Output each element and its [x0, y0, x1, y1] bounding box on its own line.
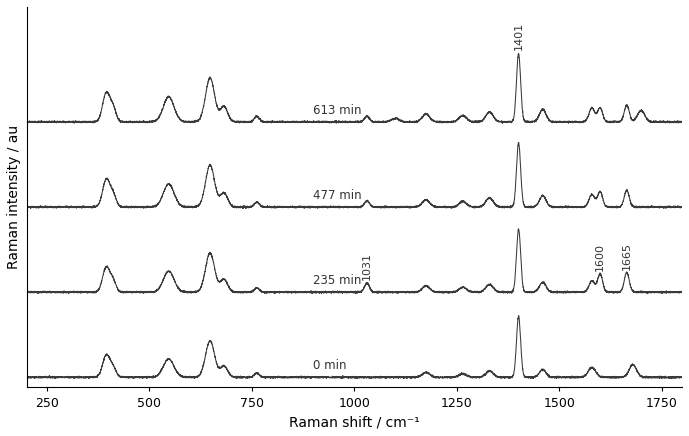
Text: 1600: 1600 — [595, 243, 605, 272]
Text: 1665: 1665 — [621, 242, 632, 270]
Text: 477 min: 477 min — [313, 189, 362, 202]
Y-axis label: Raman intensity / au: Raman intensity / au — [7, 125, 21, 269]
Text: 1031: 1031 — [362, 252, 372, 280]
Text: 1401: 1401 — [513, 22, 524, 50]
Text: 613 min: 613 min — [313, 104, 362, 117]
Text: 0 min: 0 min — [313, 359, 347, 372]
X-axis label: Raman shift / cm⁻¹: Raman shift / cm⁻¹ — [289, 415, 420, 429]
Text: 235 min: 235 min — [313, 274, 362, 287]
